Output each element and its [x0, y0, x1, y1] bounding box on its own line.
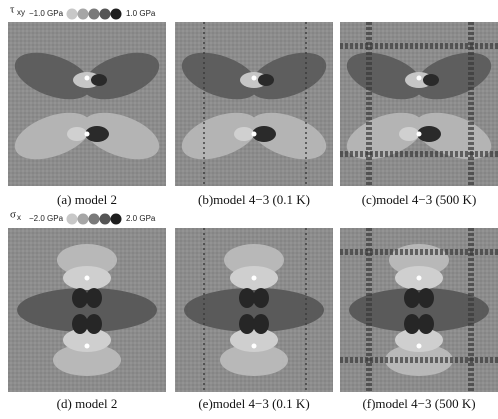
stress-lobe — [253, 288, 269, 308]
stress-lobe — [67, 127, 87, 141]
stress-lobe — [399, 127, 419, 141]
stress-lobe — [239, 314, 255, 334]
legend-symbol: σ — [10, 209, 16, 221]
dislocation — [252, 132, 257, 137]
panel-caption: (a) model 2 — [57, 192, 117, 207]
stress-lobe — [72, 288, 88, 308]
stress-lobe — [253, 314, 269, 334]
stress-lobe — [86, 288, 102, 308]
background — [340, 22, 498, 186]
legend-swatch — [89, 214, 100, 225]
legend-swatch — [100, 9, 111, 20]
stress-lobe — [239, 288, 255, 308]
dislocation — [252, 76, 257, 81]
dislocation — [85, 276, 90, 281]
stress-lobe — [418, 288, 434, 308]
dislocation — [417, 344, 422, 349]
stress-lobe — [258, 74, 274, 86]
panel-caption: (d) model 2 — [57, 396, 118, 411]
stress-lobe — [404, 314, 420, 334]
legend-symbol: τ — [10, 4, 15, 16]
simulation-image — [8, 22, 166, 186]
legend-max: 2.0 GPa — [126, 214, 156, 223]
simulation-image — [8, 228, 166, 392]
panel-caption: (c)model 4−3 (500 K) — [362, 192, 477, 207]
legend-min: −2.0 GPa — [29, 214, 64, 223]
panel-caption: (e)model 4−3 (0.1 K) — [198, 396, 309, 411]
background — [175, 22, 333, 186]
legend-swatch — [67, 214, 78, 225]
simulation-image — [175, 228, 333, 392]
stress-lobe — [418, 314, 434, 334]
stress-lobe — [86, 314, 102, 334]
dislocation — [417, 132, 422, 137]
legend-swatch — [111, 214, 122, 225]
stress-lobe — [423, 74, 439, 86]
panel-caption: (f)model 4−3 (500 K) — [362, 396, 475, 411]
background — [8, 22, 166, 186]
dislocation — [85, 344, 90, 349]
stress-lobe — [91, 74, 107, 86]
legend-swatch — [111, 9, 122, 20]
legend-swatch — [78, 214, 89, 225]
stress-lobe — [72, 314, 88, 334]
legend-swatch — [67, 9, 78, 20]
dislocation — [252, 276, 257, 281]
legend-swatch — [78, 9, 89, 20]
simulation-image — [340, 228, 498, 392]
legend-swatch — [89, 9, 100, 20]
dislocation — [417, 276, 422, 281]
stress-lobe — [234, 127, 254, 141]
simulation-image — [175, 22, 333, 186]
dislocation — [417, 76, 422, 81]
stress-lobe — [404, 288, 420, 308]
simulation-image — [340, 22, 498, 186]
panel-caption: (b)model 4−3 (0.1 K) — [198, 192, 310, 207]
dislocation — [85, 76, 90, 81]
legend-min: −1.0 GPa — [29, 9, 64, 18]
dislocation — [85, 132, 90, 137]
legend-max: 1.0 GPa — [126, 9, 156, 18]
dislocation — [252, 344, 257, 349]
figure: τxy −1.0 GPa 1.0 GPa (a) model 2 (b)model 4−… — [0, 0, 498, 414]
legend-swatch — [100, 214, 111, 225]
legend-subscript: xy — [17, 8, 25, 17]
legend-subscript: x — [17, 213, 21, 222]
